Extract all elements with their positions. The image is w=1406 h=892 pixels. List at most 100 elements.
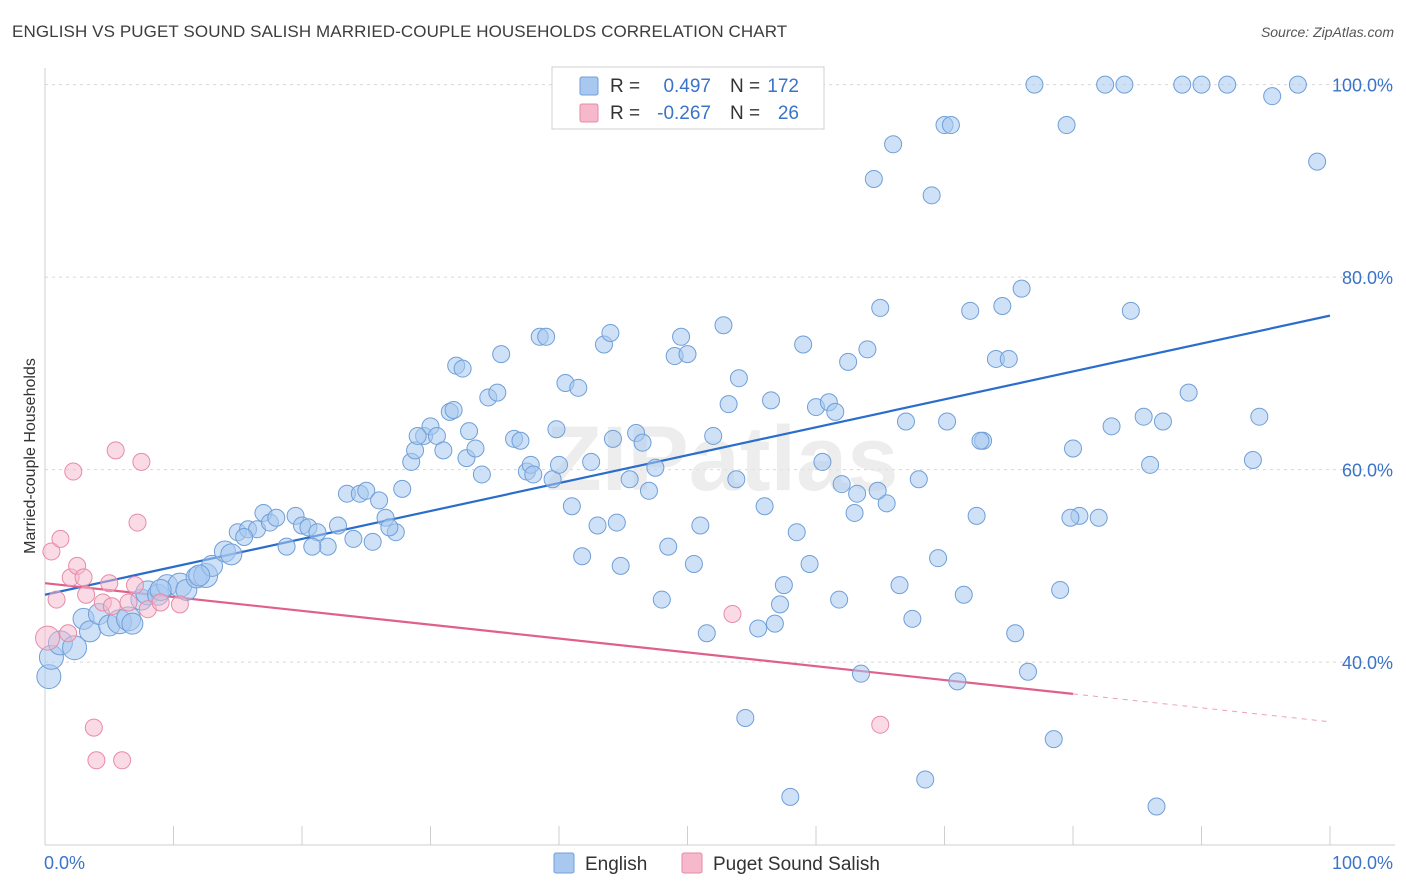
english-point [588, 516, 607, 535]
english-point [922, 186, 941, 205]
english-points [36, 75, 1327, 816]
salish-point [170, 595, 189, 614]
english-point [1089, 508, 1108, 527]
english-point [607, 513, 626, 532]
english-point [877, 494, 896, 513]
legend-r-label: R = [610, 103, 640, 124]
salish-point [74, 568, 93, 587]
salish-point [723, 605, 742, 623]
english-point [1308, 152, 1327, 171]
salish-point [132, 452, 151, 471]
salish-trend-extension [1072, 693, 1331, 723]
salish-point [125, 576, 144, 595]
english-point [444, 400, 463, 419]
english-point [1192, 75, 1211, 94]
english-point [1250, 407, 1269, 426]
english-point [719, 395, 738, 414]
english-point [864, 169, 883, 188]
english-point [611, 556, 630, 575]
salish-point [106, 441, 125, 460]
legend-n-label: N = [730, 76, 760, 97]
english-point [762, 391, 781, 410]
english-point [220, 543, 243, 566]
english-point [488, 383, 507, 402]
salish-point [113, 751, 132, 770]
english-trend-line [44, 314, 1331, 596]
legend-n-value: 26 [778, 103, 799, 124]
legend-label-salish: Puget Sound Salish [713, 854, 880, 875]
english-point [569, 378, 588, 397]
english-point [303, 537, 322, 556]
english-point [755, 497, 774, 516]
axes [44, 68, 1395, 846]
legend-swatch-english [579, 76, 599, 96]
english-point [948, 672, 967, 691]
english-point [1115, 75, 1134, 94]
english-point [697, 624, 716, 643]
english-point [800, 554, 819, 573]
salish-trend-line [44, 582, 1074, 695]
salish-point [871, 715, 890, 734]
english-point [729, 369, 748, 388]
salish-point [64, 462, 83, 481]
english-point [765, 614, 784, 633]
legend-r-value: 0.497 [663, 76, 711, 97]
english-point [704, 426, 723, 445]
english-point [832, 475, 851, 494]
salish-point [77, 585, 96, 604]
english-point [460, 422, 479, 441]
y-tick-label: 60.0% [1342, 461, 1393, 481]
english-point [318, 537, 337, 556]
english-point [188, 564, 211, 587]
english-point [1179, 383, 1198, 402]
english-point [511, 431, 530, 450]
english-point [774, 576, 793, 595]
english-point [678, 345, 697, 364]
english-point [601, 323, 620, 342]
english-point [537, 327, 556, 346]
english-point [903, 609, 922, 628]
english-point [1218, 75, 1237, 94]
english-point [938, 412, 957, 431]
legend-swatch-english [553, 852, 575, 874]
english-point [380, 518, 399, 537]
y-tick-label: 40.0% [1342, 653, 1393, 673]
english-point [672, 327, 691, 346]
english-point [749, 619, 768, 638]
english-point [787, 523, 806, 542]
english-point [1057, 116, 1076, 135]
english-point [633, 433, 652, 452]
english-point [393, 479, 412, 498]
english-point [1025, 75, 1044, 94]
source-credit: Source: ZipAtlas.com [1260, 24, 1394, 40]
salish-point [100, 574, 119, 593]
x-tick-label: 0.0% [44, 853, 85, 873]
y-tick-label: 80.0% [1342, 268, 1393, 288]
watermark: ZIPatlas [546, 408, 899, 510]
english-point [1019, 662, 1038, 681]
english-point [851, 664, 870, 683]
english-point [727, 470, 746, 489]
english-point [884, 135, 903, 154]
english-point [277, 537, 296, 556]
english-point [909, 470, 928, 489]
english-point [466, 439, 485, 458]
english-point [1044, 730, 1063, 749]
english-point [954, 585, 973, 604]
english-point [781, 787, 800, 806]
english-point [1006, 624, 1025, 643]
y-axis-label: Married-couple Households [22, 358, 39, 554]
english-point [830, 590, 849, 609]
salish-point [128, 513, 147, 532]
english-point [659, 537, 678, 556]
y-tick-label: 100.0% [1332, 76, 1393, 96]
english-point [582, 452, 601, 471]
legend-swatch-salish [681, 852, 703, 874]
english-point [684, 554, 703, 573]
english-point [603, 429, 622, 448]
english-point [771, 595, 790, 614]
english-point [1153, 412, 1172, 431]
english-point [839, 352, 858, 371]
english-point [472, 465, 491, 484]
